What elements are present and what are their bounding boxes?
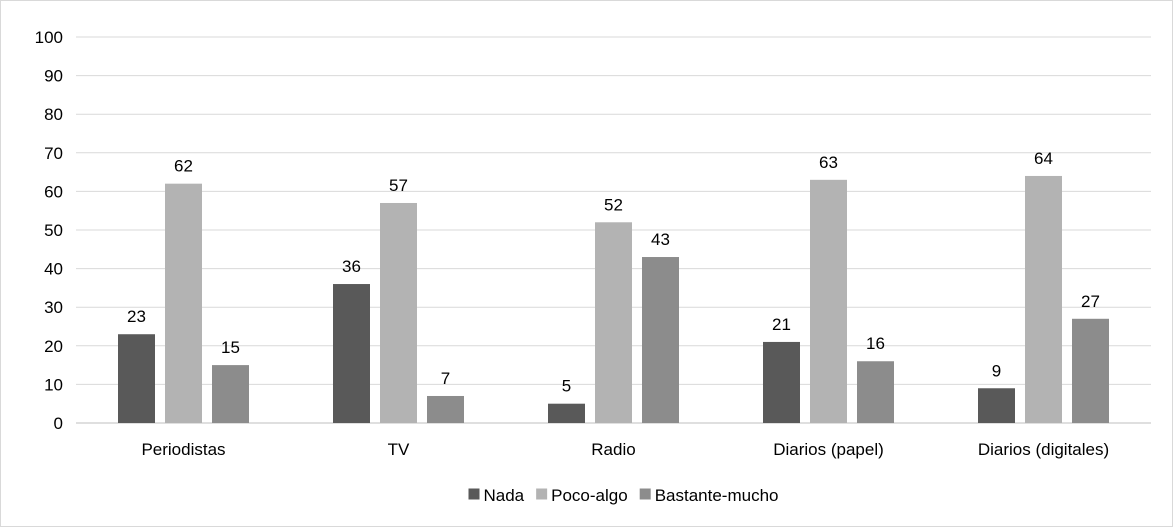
data-label: 21 xyxy=(772,315,791,334)
legend-swatch xyxy=(639,488,651,500)
bar-nada-3 xyxy=(763,341,800,423)
data-label: 16 xyxy=(866,334,885,353)
data-label: 9 xyxy=(992,361,1001,380)
data-label: 63 xyxy=(819,153,838,172)
bar-poco-algo-3 xyxy=(810,179,847,423)
y-tick-label: 0 xyxy=(54,414,63,433)
legend-label: Poco-algo xyxy=(551,486,628,505)
data-label: 64 xyxy=(1034,149,1053,168)
data-label: 62 xyxy=(174,157,193,176)
legend-item-poco-algo: Poco-algo xyxy=(536,486,628,505)
category-label: Periodistas xyxy=(141,440,225,459)
data-label: 27 xyxy=(1081,292,1100,311)
data-label: 5 xyxy=(562,377,571,396)
bar-bastante-mucho-3 xyxy=(857,361,894,423)
data-label: 36 xyxy=(342,257,361,276)
category-label: Diarios (digitales) xyxy=(978,440,1109,459)
bar-nada-0 xyxy=(118,334,155,423)
data-labels: 23 62 15 36 57 7 5 52 43 21 63 16 9 64 27 xyxy=(127,149,1100,396)
y-tick-label: 40 xyxy=(44,260,63,279)
legend: Nada Poco-algo Bastante-mucho xyxy=(468,486,779,505)
bar-nada-4 xyxy=(978,388,1015,423)
y-tick-label: 80 xyxy=(44,105,63,124)
data-label: 52 xyxy=(604,195,623,214)
legend-swatch xyxy=(468,488,480,500)
y-tick-label: 100 xyxy=(35,28,63,47)
y-axis-tick-labels: 0 10 20 30 40 50 60 70 80 90 100 xyxy=(35,28,63,433)
legend-label: Bastante-mucho xyxy=(655,486,779,505)
y-tick-label: 10 xyxy=(44,375,63,394)
y-tick-label: 60 xyxy=(44,182,63,201)
bars xyxy=(118,175,1109,423)
category-label: TV xyxy=(388,440,410,459)
category-label: Diarios (papel) xyxy=(773,440,884,459)
legend-item-nada: Nada xyxy=(468,486,525,505)
data-label: 15 xyxy=(221,338,240,357)
bar-nada-2 xyxy=(548,403,585,423)
data-label: 23 xyxy=(127,307,146,326)
category-label: Radio xyxy=(591,440,635,459)
legend-label: Nada xyxy=(484,486,525,505)
bar-poco-algo-2 xyxy=(595,222,632,423)
y-tick-label: 70 xyxy=(44,144,63,163)
y-tick-label: 50 xyxy=(44,221,63,240)
legend-item-bastante-mucho: Bastante-mucho xyxy=(639,486,779,505)
bar-nada-1 xyxy=(333,284,370,423)
bar-poco-algo-0 xyxy=(165,183,202,423)
bar-bastante-mucho-0 xyxy=(212,365,249,423)
data-label: 43 xyxy=(651,230,670,249)
x-axis-category-labels: Periodistas TV Radio Diarios (papel) Diarios… xyxy=(141,440,1109,459)
bar-poco-algo-1 xyxy=(380,202,417,423)
y-tick-label: 90 xyxy=(44,67,63,86)
y-tick-label: 20 xyxy=(44,337,63,356)
bar-poco-algo-4 xyxy=(1025,175,1062,423)
bar-bastante-mucho-4 xyxy=(1072,318,1109,423)
bar-bastante-mucho-2 xyxy=(642,257,679,423)
data-label: 57 xyxy=(389,176,408,195)
data-label: 7 xyxy=(441,369,450,388)
bar-bastante-mucho-1 xyxy=(427,395,464,423)
legend-swatch xyxy=(536,488,548,500)
y-tick-label: 30 xyxy=(44,298,63,317)
